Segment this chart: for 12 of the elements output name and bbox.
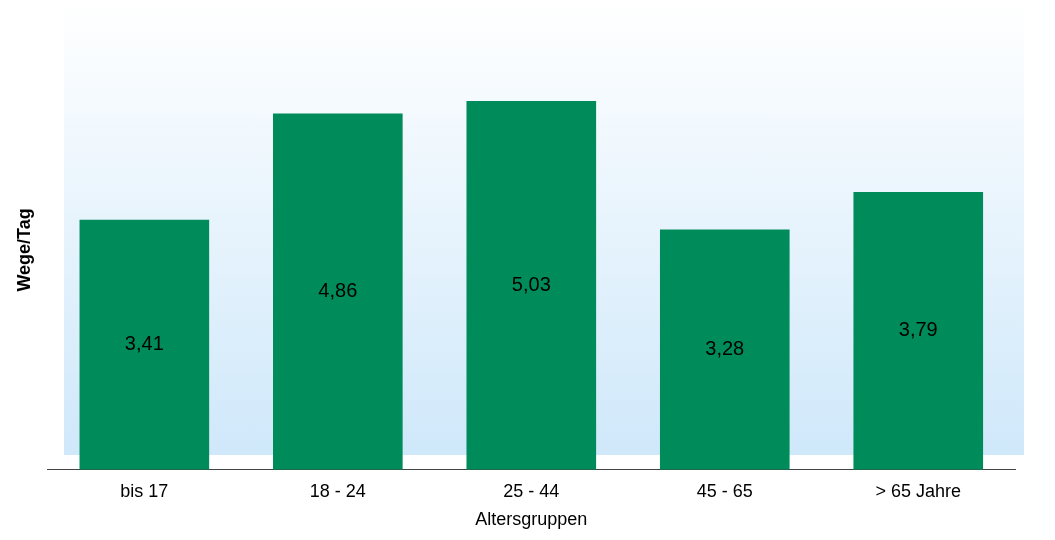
data-label: 3,79	[898, 318, 938, 341]
y-axis-title: Wege/Tag	[13, 208, 34, 292]
data-label: 5,03	[511, 272, 551, 295]
data-label: 3,41	[124, 332, 164, 355]
x-tick-label: 45 - 65	[696, 480, 753, 501]
x-tick-label: > 65 Jahre	[875, 480, 962, 501]
x-tick-label: 18 - 24	[309, 480, 366, 501]
data-label: 3,28	[705, 337, 745, 360]
data-label: 4,86	[318, 279, 358, 302]
x-tick-label: bis 17	[120, 480, 169, 501]
x-tick-label: 25 - 44	[503, 480, 560, 501]
x-axis-title: Altersgruppen	[475, 509, 588, 530]
